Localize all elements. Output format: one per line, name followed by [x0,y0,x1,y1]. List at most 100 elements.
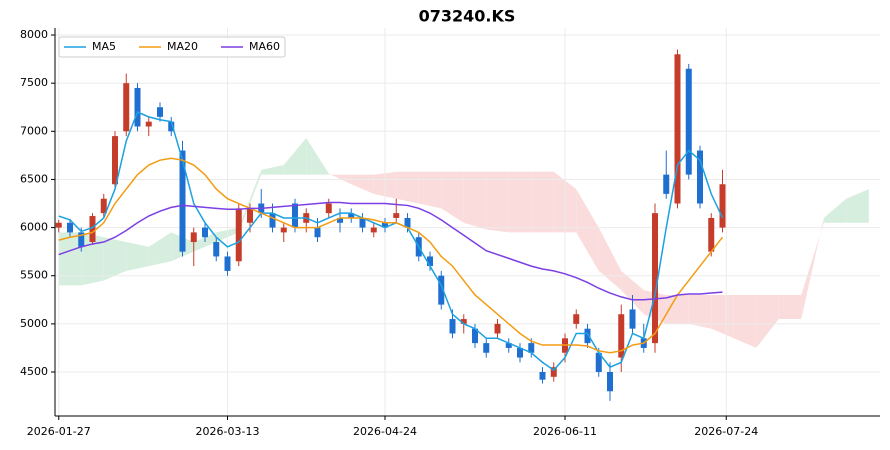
cloud-segment [396,171,419,204]
x-tick-label: 2026-01-27 [27,425,91,438]
candle-body [89,216,96,243]
cloud-segment [621,270,644,315]
cloud-segment [733,294,757,348]
candle-body [78,232,85,247]
ma-line [58,157,724,354]
cloud-segment [531,171,554,233]
marks-layer [55,49,726,401]
candle-body [145,121,152,127]
y-tick-label: 6500 [20,172,48,185]
cloud-segment [486,171,509,233]
cloud-segment [778,294,802,320]
candle-body [100,198,107,214]
candle-body [213,242,220,257]
candle-body [404,217,411,228]
x-tick-label: 2026-07-24 [694,425,758,438]
legend: MA5 MA20 MA60 [58,36,286,58]
cloud-segment [351,174,374,194]
candle-body [449,319,456,334]
candle-body [427,256,433,267]
candle-body [629,309,636,329]
y-tick-label: 8000 [20,28,48,41]
legend-label: MA20 [167,40,198,53]
y-tick-label: 7000 [20,124,48,137]
candle-body [67,222,73,233]
candle-body [348,213,355,218]
candle-body [505,343,512,348]
legend-box [58,36,286,58]
cloud-segment [261,165,284,175]
candle-body [584,328,591,344]
cloud-segment [238,169,262,233]
candle-body [168,121,175,132]
candle-body [618,314,625,358]
candle-body [325,203,332,214]
grid-layer [55,28,880,416]
x-tick-label: 2026-06-11 [533,425,597,438]
cloud-segment [666,294,689,324]
candle-body [595,352,602,373]
candle-body [607,372,613,392]
legend-label: MA60 [249,40,280,53]
candle-body [652,213,658,344]
candle-body [314,227,321,238]
candle-body [370,227,377,233]
candle-body [269,213,276,228]
candle-body [528,343,535,353]
candle-body [123,83,130,132]
candle-body [359,217,366,228]
candle-body [179,150,186,252]
cloud-segment [756,294,779,348]
cloud-segment [823,198,847,223]
candle-body [483,343,490,353]
candle-body [292,203,298,228]
candle-body [247,208,253,223]
cloud-segment [846,189,869,223]
candle-body [685,68,692,175]
candle-body [337,217,343,223]
candle-body [674,54,681,204]
y-tick-label: 7500 [20,76,48,89]
ma-line [58,111,724,372]
cloud-segment [598,227,622,291]
candle-body [202,227,208,238]
cloud-segment [463,171,487,230]
candle-body [55,222,62,228]
cloud-segment [801,217,824,320]
candle-body [224,256,231,271]
candle-body [708,217,715,252]
cloud-segment [148,232,172,267]
candle-body [573,314,580,324]
candle-body [280,227,287,233]
y-tick-label: 4500 [20,365,48,378]
y-tick-label: 6000 [20,221,48,234]
cloud-segment [711,294,734,339]
candle-body [393,213,400,218]
chart-title: 073240.KS [419,7,516,26]
candle-body [134,87,141,127]
legend-label: MA5 [92,40,116,53]
y-tick-label: 5500 [20,269,48,282]
candle-body [697,150,703,204]
candle-body [663,174,670,194]
cloud-segment [103,237,127,281]
cloud-segment [441,171,464,223]
cloud-segment [508,171,532,233]
cloud-segment [126,242,149,271]
cloud-segment [688,294,712,329]
cloud-segment [576,189,599,271]
x-tick-label: 2026-04-24 [353,425,417,438]
candle-body [719,184,726,228]
candle-body [157,107,163,117]
candle-body [382,222,388,228]
cloud-segment [283,138,307,175]
cloud-segment [418,171,442,209]
candle-body [438,275,445,305]
candle-body [235,208,242,262]
candle-body [494,323,501,334]
candle-body [460,319,467,324]
candle-body [112,136,118,185]
candle-body [539,372,546,380]
candle-body [472,328,478,344]
